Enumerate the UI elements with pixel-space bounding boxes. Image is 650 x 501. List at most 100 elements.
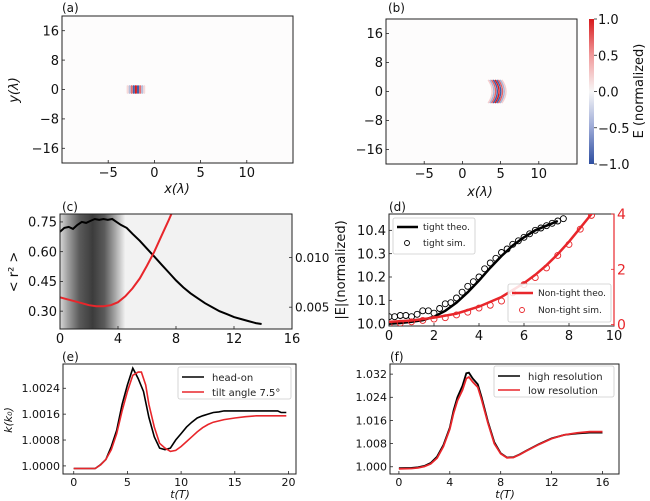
data-point <box>503 245 511 253</box>
data-point <box>419 317 427 324</box>
x-tick-label: 0 <box>385 329 393 344</box>
legend-d-top: tight theo. tight sim. <box>392 217 476 255</box>
panel-a: (a) −5 0 5 10 16 8 0 −8 −16 x(λ) y(λ) <box>7 1 294 197</box>
panel-label-f: (f) <box>390 350 404 364</box>
wavefront <box>499 79 505 104</box>
ylabel-d: |E|(normalized) <box>334 220 349 319</box>
data-point <box>548 219 556 227</box>
y-tick-label: 1.000 <box>356 461 388 474</box>
wavefront <box>496 79 502 104</box>
plot-area-a <box>61 15 294 164</box>
panel-f: (f) 0 4 8 12 16 1.032 1.024 1.016 1.008 1.000 t(T… <box>356 350 620 501</box>
wavefront <box>143 85 146 94</box>
y2-tick-label: 2 <box>617 262 626 278</box>
ylabel-a: y(λ) <box>7 77 22 104</box>
x-tick-label: 8 <box>565 329 573 344</box>
series-e <box>73 366 287 470</box>
x-tick-label: 0 <box>56 332 64 347</box>
panel-d: (d) 0 2 4 6 8 10 10.4 10.3 10.2 10.1 10.0 4 2 0 |E|(n… <box>334 200 626 344</box>
data-point <box>492 254 500 262</box>
x-tick-label: 5 <box>496 167 504 182</box>
data-point <box>554 217 562 225</box>
wavefront <box>128 85 131 94</box>
y-tick-label: 16 <box>42 24 59 39</box>
x-tick-label: 15 <box>228 476 242 489</box>
legend-label: Non-tight sim. <box>538 306 602 316</box>
panel-label-d: (d) <box>389 200 406 214</box>
legend-swatch-tight-sim <box>404 240 410 246</box>
y-tick-label: 10.2 <box>357 271 386 286</box>
y2-tick-label: 0.010 <box>295 251 329 265</box>
y-tick-label: 10.0 <box>357 317 386 332</box>
legend-label: head-on <box>212 373 253 384</box>
legend-e: head-on tilt angle 7.5° <box>177 366 292 400</box>
y-tick-label: 1.008 <box>356 438 388 451</box>
xlabel-b: x(λ) <box>466 185 493 200</box>
data-point <box>531 226 539 234</box>
wavefront <box>489 79 495 104</box>
series-line <box>389 214 594 324</box>
data-point <box>543 264 550 272</box>
x-tick-label: 8 <box>172 332 180 347</box>
data-point <box>559 215 567 223</box>
data-point <box>481 265 489 273</box>
data-point <box>408 318 415 326</box>
x-tick-label: 10 <box>239 166 256 181</box>
x-tick-label: 10 <box>531 167 548 182</box>
data-point <box>441 314 449 322</box>
x-tick-label: 5 <box>196 166 204 181</box>
x-tick-label: 0 <box>70 476 77 489</box>
data-point <box>430 315 438 323</box>
y-tick-label: −16 <box>32 142 59 157</box>
y-tick-label: 10.4 <box>357 224 386 239</box>
x-tick-label: 10 <box>174 476 188 489</box>
axes-a: −5 0 5 10 16 8 0 −8 −16 <box>32 24 256 181</box>
y-tick-label: 8 <box>375 56 383 71</box>
legend-label: low resolution <box>528 386 598 397</box>
ylabel-e: k(k₀) <box>2 407 15 433</box>
data-point <box>531 274 539 282</box>
gaussian-shading <box>60 214 126 329</box>
data-point <box>514 237 522 245</box>
xlabel-a: x(λ) <box>163 182 190 197</box>
wavefront <box>130 85 133 94</box>
data-point <box>588 214 595 219</box>
data-point <box>543 222 550 230</box>
wavefront <box>132 85 135 94</box>
data-point <box>498 297 505 305</box>
y-tick-label: 1.032 <box>356 368 388 381</box>
colorbar-ticks: 1.0 0.5 0.0 −0.5 −1.0 <box>594 13 630 173</box>
panel-label-c: (c) <box>62 200 78 214</box>
y-tick-label: 1.0016 <box>22 408 61 421</box>
series-line-black <box>60 217 262 325</box>
data-point <box>537 224 545 232</box>
y-tick-label: 0.75 <box>28 216 57 231</box>
series-d <box>389 214 595 326</box>
y2-tick-label: 0.005 <box>295 301 329 315</box>
y-tick-label: 10.3 <box>357 247 386 262</box>
legend-label: high resolution <box>528 372 603 383</box>
y2-tick-label: 4 <box>617 207 626 223</box>
axes-c: 0 4 8 12 16 0.75 0.60 0.45 0.30 0.010 0.005 <box>28 216 329 347</box>
legend-box <box>507 283 612 323</box>
panel-label-a: (a) <box>62 1 79 15</box>
x-tick-label: 16 <box>595 476 609 489</box>
axes-d: 0 2 4 6 8 10 10.4 10.3 10.2 10.1 10.0 4 2 0 <box>357 207 626 344</box>
wavefront <box>490 79 497 104</box>
data-point <box>464 282 472 290</box>
wavefront <box>136 85 139 94</box>
series-line-red <box>73 371 287 470</box>
x-tick-label: −5 <box>415 167 434 182</box>
wavefront <box>501 79 507 104</box>
panel-b: (b) −5 0 5 10 16 8 0 −8 −16 x(λ) 1.0 0.5 0.0 −0.5 −1… <box>356 1 647 200</box>
y-tick-label: 0 <box>375 85 383 100</box>
y-tick-label: −16 <box>356 143 383 158</box>
panel-label-e: (e) <box>62 350 79 364</box>
wavefront <box>487 79 493 104</box>
legend-f: high resolution low resolution <box>493 365 615 398</box>
wave-pulse-b <box>487 79 507 104</box>
y2-tick-label: 0 <box>617 318 626 334</box>
axes-b: −5 0 5 10 16 8 0 −8 −16 <box>356 27 548 182</box>
ylabel-c: < r² > <box>7 252 22 293</box>
x-tick-label: 16 <box>284 332 301 347</box>
